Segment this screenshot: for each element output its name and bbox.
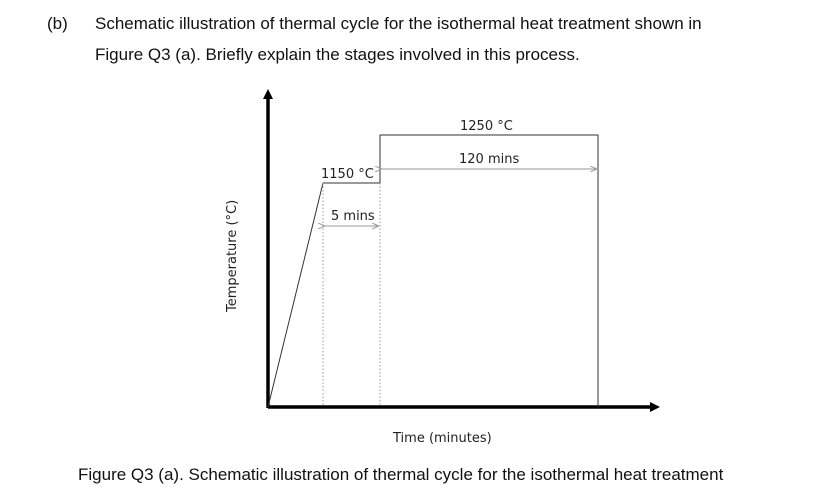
figure-caption: Figure Q3 (a). Schematic illustration of… xyxy=(78,465,724,484)
stage2-temp-label: 1250 °C xyxy=(460,119,513,134)
y-axis-label: Temperature (°C) xyxy=(225,200,240,313)
stage1-temp-label: 1150 °C xyxy=(321,167,374,182)
question-text-line2: Figure Q3 (a). Briefly explain the stage… xyxy=(95,45,580,64)
thermal-profile-line xyxy=(267,134,599,408)
stage1-hold-label: 5 mins xyxy=(331,209,375,224)
question-label: (b) xyxy=(47,14,68,33)
x-axis-label: Time (minutes) xyxy=(392,431,492,446)
question-text-line1: Schematic illustration of thermal cycle … xyxy=(95,14,702,33)
stage2-hold-label: 120 mins xyxy=(459,152,519,167)
